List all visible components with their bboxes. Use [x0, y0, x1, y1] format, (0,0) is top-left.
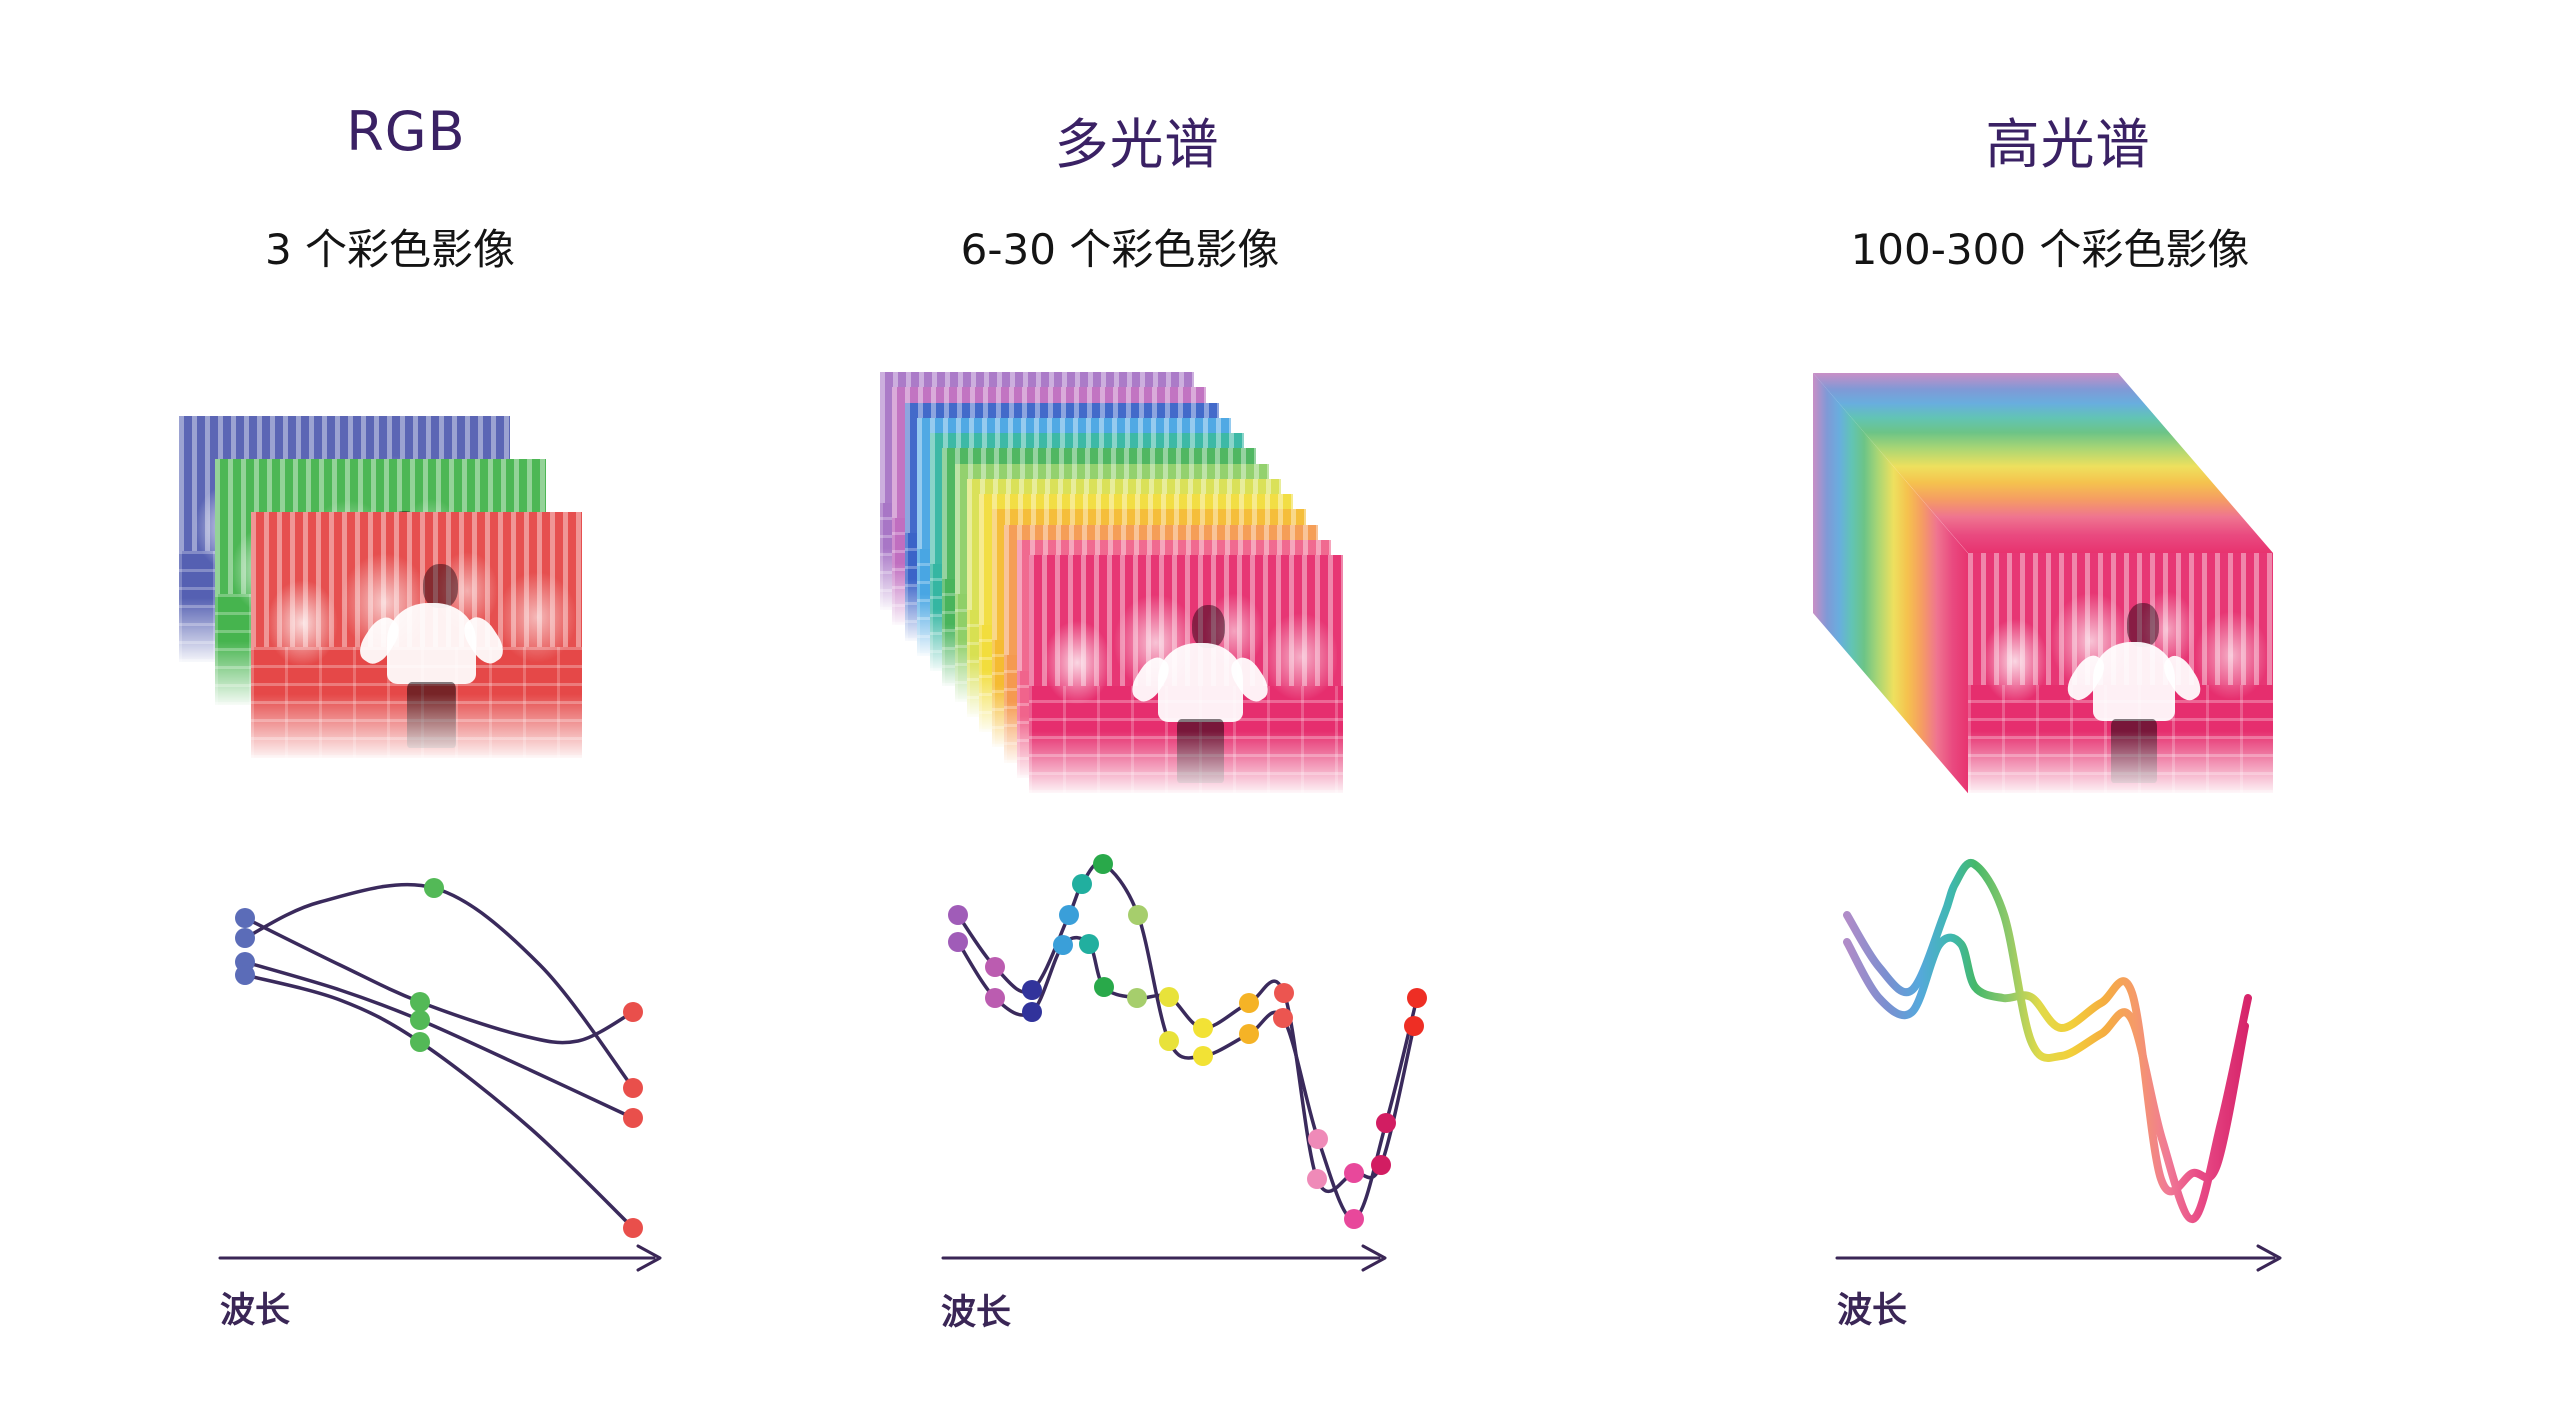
multispectral-spectra-band-dot — [985, 988, 1005, 1008]
rgb-spectra — [218, 878, 662, 1272]
axis-arrowhead-icon — [636, 1244, 662, 1272]
multispectral-spectra-band-dot — [1079, 934, 1099, 954]
rgb-spectra-red-dot — [623, 1002, 643, 1022]
rgb-spectra-sample-3-curve — [243, 960, 635, 1120]
rgb-spectra-blue-dot — [235, 965, 255, 985]
rgb-spectra-sample-1-curve — [243, 882, 635, 1090]
hyperspectral-axis-label: 波长 — [1837, 1291, 1908, 1331]
multispectral-spectra-band-dot — [1308, 1129, 1328, 1149]
rgb-spectra-sample-4-curve — [243, 973, 635, 1230]
multispectral-subtitle: 6-30 个彩色影像 — [960, 225, 1280, 274]
multispectral-spectra-band-dot — [1127, 988, 1147, 1008]
rgb-spectra-red-dot — [623, 1078, 643, 1098]
photo-fade — [251, 694, 582, 758]
multispectral-title: 多光谱 — [1054, 113, 1220, 176]
multispectral-spectra-band-dot — [1274, 983, 1294, 1003]
hyperspectral-subtitle: 100-300 个彩色影像 — [1850, 225, 2250, 274]
rgb-subtitle: 3 个彩色影像 — [264, 225, 516, 274]
multispectral-spectra-band-dot — [1239, 1024, 1259, 1044]
photo-head — [423, 563, 458, 608]
multispectral-spectra-band-dot — [1239, 993, 1259, 1013]
multispectral-spectra-band-dot — [1344, 1209, 1364, 1229]
multispectral-spectra-band-dot — [1344, 1163, 1364, 1183]
photo-head — [2126, 603, 2159, 647]
multispectral-spectra-band-dot — [1193, 1018, 1213, 1038]
photo-fade — [1968, 730, 2273, 793]
multispectral-spectra-band-dot — [1193, 1046, 1213, 1066]
multispectral-spectra-band-dot — [1059, 905, 1079, 925]
multispectral-spectra-band-dot — [1371, 1155, 1391, 1175]
rgb-spectra-green-dot — [410, 1010, 430, 1030]
multispectral-spectra-sample-1-curve — [956, 861, 1419, 1221]
multispectral-spectra-band-dot — [948, 932, 968, 952]
multispectral-spectra — [941, 854, 1427, 1272]
rgb-spectra-sample-2-curve — [243, 916, 635, 1045]
multispectral-spectra-band-dot — [1273, 1008, 1293, 1028]
multispectral-spectra-band-dot — [948, 905, 968, 925]
multispectral-spectra-band-dot — [1093, 854, 1113, 874]
hyperspectral-title: 高光谱 — [1985, 113, 2151, 176]
multispectral-spectra-band-dot — [1053, 935, 1073, 955]
photo-sweater — [1157, 643, 1243, 722]
rgb-spectra-red-dot — [623, 1218, 643, 1238]
multispectral-spectra-sample-2-curve — [956, 935, 1416, 1194]
hyperspectral-spectra — [1835, 859, 2282, 1272]
rgb-axis-label: 波长 — [220, 1291, 291, 1331]
multispectral-spectra-band-dot — [1022, 1002, 1042, 1022]
rgb-spectra-green-dot — [410, 1032, 430, 1052]
multispectral-spectra-band-dot — [1072, 874, 1092, 894]
multispectral-spectra-band-dot — [1094, 977, 1114, 997]
multispectral-spectra-band-dot — [1159, 987, 1179, 1007]
rgb-title: RGB — [346, 100, 466, 163]
multispectral-band-image-13 — [1029, 555, 1344, 793]
multispectral-spectra-band-dot — [1307, 1169, 1327, 1189]
photo-fade — [1029, 731, 1344, 793]
rgb-spectra-blue-dot — [235, 952, 255, 972]
multispectral-spectra-band-dot — [1404, 1016, 1424, 1036]
axis-arrowhead-icon — [2256, 1244, 2282, 1272]
hyperspectral-spectra-sample-2-curve — [1843, 933, 2249, 1196]
photo-sweater — [386, 603, 477, 685]
hyperspectral-spectra-sample-1-curve — [1843, 859, 2252, 1223]
hyperspectral-front-image — [1968, 553, 2273, 793]
multispectral-spectra-band-dot — [1376, 1113, 1396, 1133]
photo-sweater — [2093, 641, 2176, 721]
multispectral-spectra-band-dot — [1159, 1031, 1179, 1051]
multispectral-spectra-band-dot — [985, 957, 1005, 977]
rgb-band-image-3 — [251, 512, 582, 758]
axis-arrowhead-icon — [1361, 1244, 1387, 1272]
rgb-spectra-blue-dot — [235, 928, 255, 948]
multispectral-spectra-band-dot — [1128, 905, 1148, 925]
photo-head — [1192, 604, 1226, 648]
multispectral-axis-label: 波长 — [941, 1293, 1012, 1333]
multispectral-spectra-band-dot — [1407, 988, 1427, 1008]
rgb-spectra-green-dot — [410, 992, 430, 1012]
rgb-spectra-green-dot — [424, 878, 444, 898]
rgb-spectra-blue-dot — [235, 908, 255, 928]
multispectral-spectra-band-dot — [1022, 980, 1042, 1000]
rgb-spectra-red-dot — [623, 1108, 643, 1128]
